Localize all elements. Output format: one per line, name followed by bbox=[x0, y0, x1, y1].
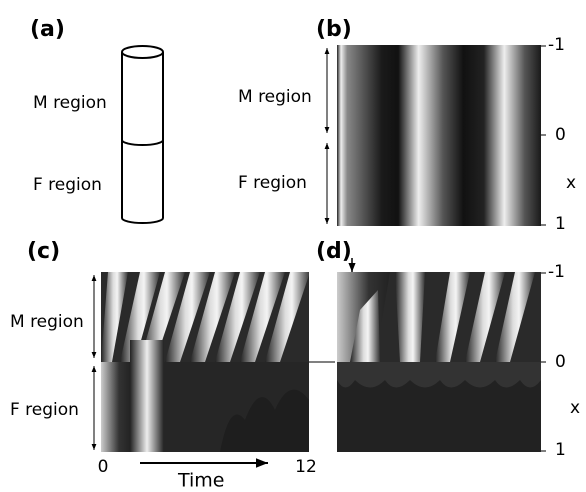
tick-label: -1 bbox=[548, 35, 565, 55]
page: (a) M region F region (b) M region F reg… bbox=[0, 0, 586, 492]
tick-label: 1 bbox=[555, 440, 566, 460]
panel-label: (d) bbox=[316, 239, 352, 264]
axis-label: x bbox=[566, 173, 576, 193]
region-label: F region bbox=[33, 175, 102, 195]
region-label: M region bbox=[33, 93, 107, 113]
tick-label: -1 bbox=[548, 262, 565, 282]
panel-label: (c) bbox=[27, 239, 60, 264]
region-label: F region bbox=[238, 173, 307, 193]
figure: (a) M region F region (b) M region F reg… bbox=[0, 0, 586, 492]
tick-label: 12 bbox=[295, 457, 317, 477]
region-label: F region bbox=[10, 400, 79, 420]
axis-label: Time bbox=[177, 470, 225, 492]
axis-label: x bbox=[570, 398, 580, 418]
heatmap bbox=[337, 272, 541, 452]
panel-label: (a) bbox=[30, 17, 65, 42]
region-label: M region bbox=[238, 87, 312, 107]
ticks bbox=[541, 273, 546, 451]
heatmap bbox=[101, 272, 310, 452]
panel-label: (b) bbox=[316, 17, 352, 42]
heatmap bbox=[337, 45, 541, 226]
tick-label: 1 bbox=[555, 214, 566, 234]
tick-label: 0 bbox=[555, 125, 566, 145]
region-label: M region bbox=[10, 312, 84, 332]
tick-label: 0 bbox=[98, 457, 109, 477]
cylinder bbox=[122, 46, 163, 223]
tick-label: 0 bbox=[555, 352, 566, 372]
